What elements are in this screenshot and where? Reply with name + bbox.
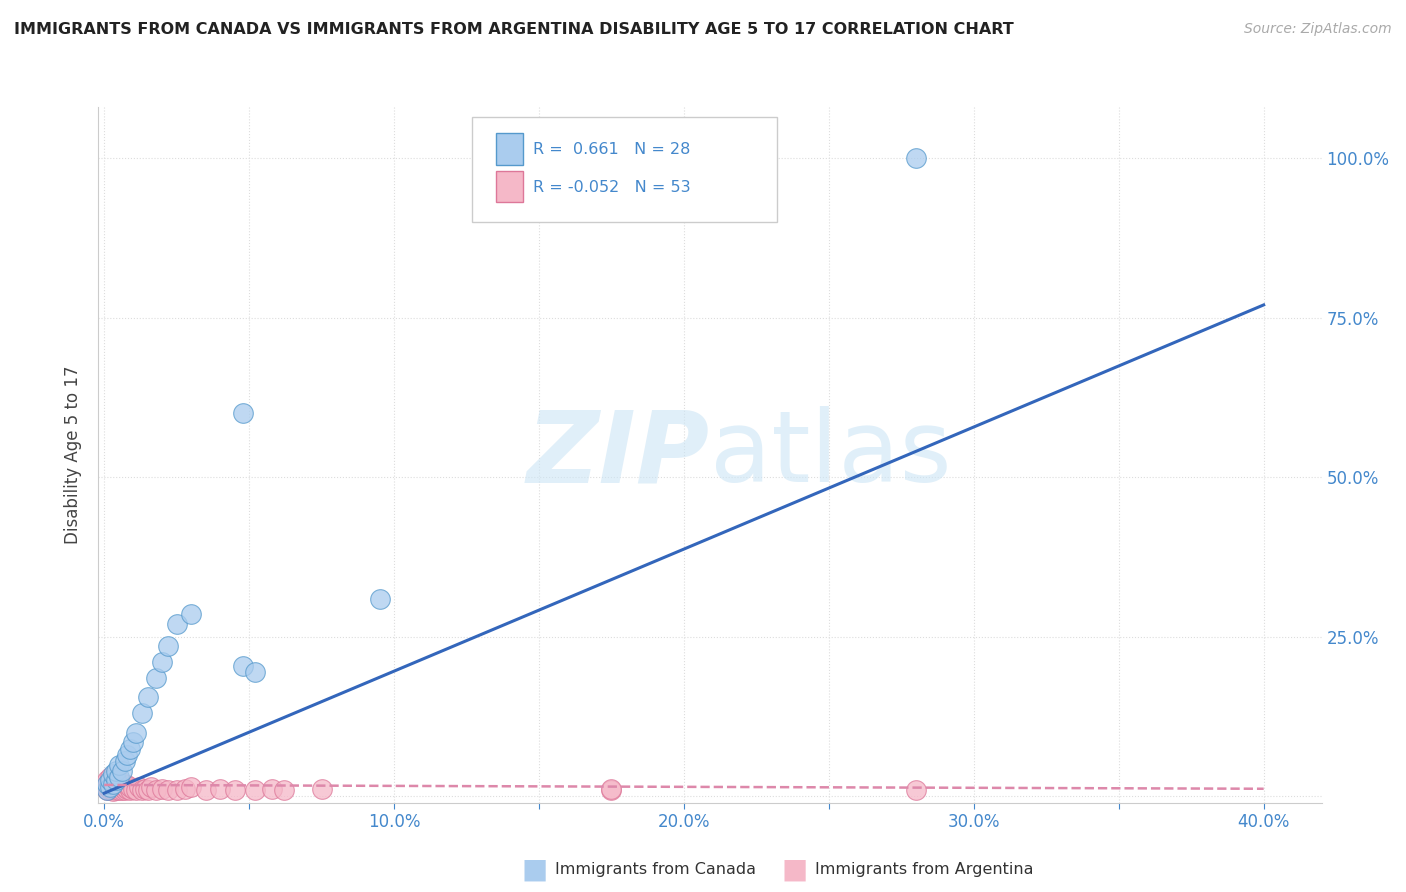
Point [166, 617, 188, 632]
Text: Immigrants from Argentina: Immigrants from Argentina [815, 863, 1033, 877]
Text: ■: ■ [522, 855, 547, 884]
Point [101, 772, 124, 786]
Point [311, 781, 333, 796]
Point [120, 783, 142, 797]
Point [166, 783, 188, 797]
Point [104, 773, 127, 788]
Point [107, 780, 129, 794]
FancyBboxPatch shape [496, 134, 523, 165]
Point [128, 780, 150, 794]
Point [904, 151, 927, 165]
Text: ■: ■ [782, 855, 807, 884]
Point [98, 783, 121, 797]
Point [125, 783, 148, 797]
Point [96, 773, 118, 788]
Point [110, 764, 132, 778]
Point [104, 764, 127, 778]
Point [114, 780, 136, 794]
Point [96, 777, 118, 791]
Point [120, 780, 142, 794]
Point [600, 783, 623, 797]
Point [136, 783, 159, 797]
Point [209, 781, 232, 796]
Point [134, 781, 156, 796]
Point [110, 783, 132, 797]
Point [232, 658, 254, 673]
Point [107, 770, 129, 784]
Point [96, 783, 118, 797]
Point [156, 640, 179, 654]
Point [104, 780, 127, 794]
Point [273, 783, 295, 797]
Point [98, 780, 121, 794]
Point [101, 781, 124, 796]
Point [107, 757, 129, 772]
Point [104, 777, 127, 791]
Point [96, 783, 118, 797]
Point [904, 783, 927, 797]
Point [98, 777, 121, 791]
Point [101, 775, 124, 789]
Point [98, 780, 121, 794]
Point [117, 781, 139, 796]
Point [194, 783, 217, 797]
Y-axis label: Disability Age 5 to 17: Disability Age 5 to 17 [65, 366, 83, 544]
Point [174, 781, 197, 796]
Point [243, 783, 266, 797]
Point [139, 780, 162, 794]
Point [156, 783, 179, 797]
Point [600, 781, 623, 796]
Point [131, 706, 153, 721]
Point [117, 747, 139, 762]
Point [110, 777, 132, 791]
Point [104, 773, 127, 788]
Point [180, 607, 202, 622]
Point [122, 781, 145, 796]
Point [150, 781, 173, 796]
Point [120, 741, 142, 756]
Text: Source: ZipAtlas.com: Source: ZipAtlas.com [1244, 22, 1392, 37]
Point [107, 773, 129, 788]
Point [243, 665, 266, 679]
Point [180, 780, 202, 794]
Point [224, 783, 246, 797]
Point [98, 773, 121, 788]
Point [110, 780, 132, 794]
FancyBboxPatch shape [471, 118, 778, 222]
Point [125, 725, 148, 739]
Point [122, 735, 145, 749]
Point [145, 671, 167, 685]
Point [232, 406, 254, 420]
Point [145, 783, 167, 797]
Point [368, 591, 391, 606]
Point [107, 777, 129, 791]
Point [104, 783, 127, 797]
Point [136, 690, 159, 705]
Point [262, 781, 284, 796]
Point [101, 767, 124, 781]
FancyBboxPatch shape [496, 171, 523, 202]
Point [131, 783, 153, 797]
Point [98, 770, 121, 784]
Point [96, 777, 118, 791]
Point [114, 754, 136, 768]
Text: R =  0.661   N = 28: R = 0.661 N = 28 [533, 142, 690, 157]
Point [114, 783, 136, 797]
Point [96, 780, 118, 794]
Text: IMMIGRANTS FROM CANADA VS IMMIGRANTS FROM ARGENTINA DISABILITY AGE 5 TO 17 CORRE: IMMIGRANTS FROM CANADA VS IMMIGRANTS FRO… [14, 22, 1014, 37]
Point [101, 778, 124, 792]
Text: ZIP: ZIP [527, 407, 710, 503]
Point [117, 778, 139, 792]
Point [150, 656, 173, 670]
Point [107, 783, 129, 797]
Text: Immigrants from Canada: Immigrants from Canada [555, 863, 756, 877]
Point [101, 784, 124, 798]
Text: R = -0.052   N = 53: R = -0.052 N = 53 [533, 179, 690, 194]
Text: atlas: atlas [710, 407, 952, 503]
Point [101, 777, 124, 791]
